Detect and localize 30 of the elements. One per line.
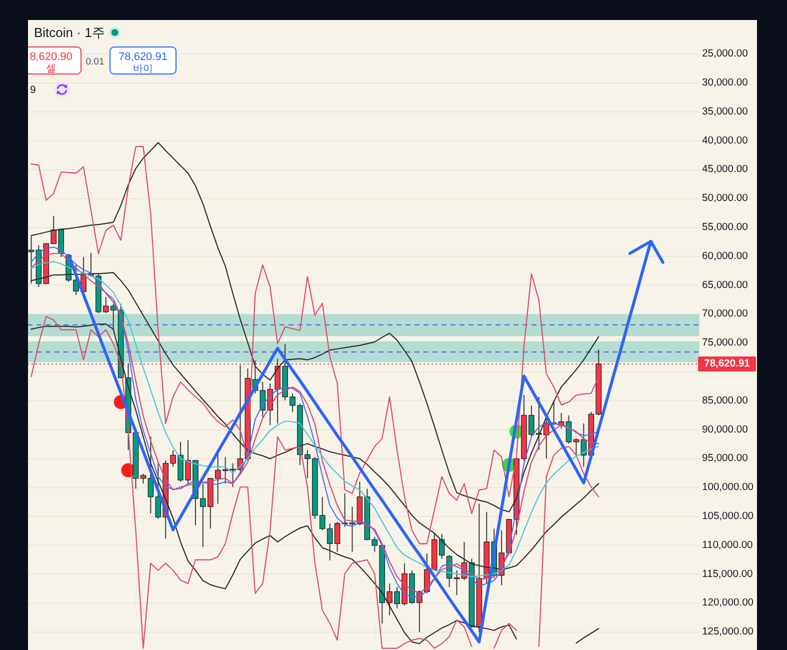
y-tick-label: 35,000.00: [702, 106, 748, 118]
y-tick-label: 60,000.00: [702, 250, 748, 262]
annotation: 셀: [46, 64, 56, 74]
chart-title: Bitcoin · 1주: [34, 25, 105, 40]
annotation: 9: [30, 84, 36, 96]
annotation: 0.01: [86, 56, 104, 68]
y-tick-label: 75,000.00: [702, 338, 748, 349]
y-tick-label: 65,000.00: [702, 280, 748, 291]
y-tick-label: 25,000.00: [702, 48, 748, 60]
sell-button: 8,620.90 셀: [28, 46, 82, 74]
y-tick-label: 120,000.00: [702, 598, 754, 609]
y-tick-label: 40,000.00: [702, 135, 748, 146]
ref-line-label: 78,620.91: [704, 358, 750, 370]
y-tick-label: 50,000.00: [702, 193, 748, 204]
y-tick-label: 55,000.00: [702, 222, 748, 233]
y-tick-label: 90,000.00: [702, 424, 748, 436]
y-tick-label: 85,000.00: [702, 395, 748, 406]
y-tick-label: 95,000.00: [702, 453, 748, 464]
y-tick-label: 30,000.00: [702, 78, 748, 88]
y-tick-label: 105,000.00: [702, 510, 754, 522]
y-tick-label: 70,000.00: [702, 308, 748, 320]
annotation: 바이: [133, 64, 153, 74]
annotation: 78,620.91: [118, 51, 168, 63]
y-tick-label: 110,000.00: [702, 540, 754, 551]
buy-button: 78,620.91 바이: [110, 46, 176, 74]
y-tick-label: 125,000.00: [702, 626, 754, 638]
y-tick-label: 45,000.00: [702, 164, 748, 176]
y-tick-label: 115,000.00: [702, 568, 754, 580]
annotation: 8,620.90: [30, 51, 72, 63]
y-tick-label: 100,000.00: [702, 482, 754, 494]
